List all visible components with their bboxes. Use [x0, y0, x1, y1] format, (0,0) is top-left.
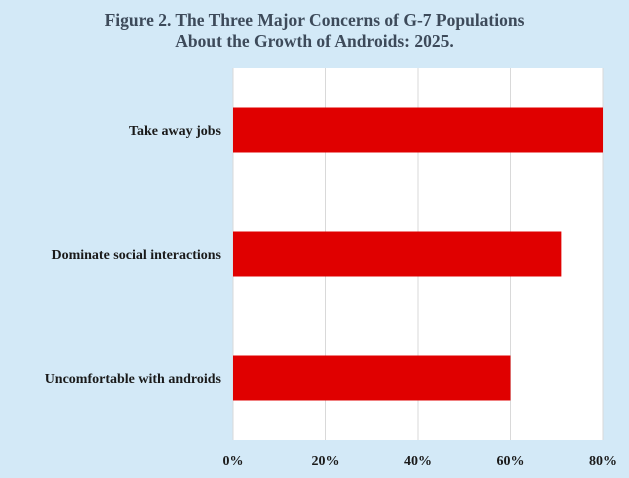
chart-title-line-1: Figure 2. The Three Major Concerns of G-… — [104, 10, 525, 30]
bar-2 — [233, 355, 511, 401]
chart-title-line-2: About the Growth of Androids: 2025. — [175, 31, 454, 51]
category-label-2: Uncomfortable with androids — [45, 372, 222, 387]
x-tick-label-1: 20% — [312, 454, 340, 469]
bar-0 — [233, 107, 603, 153]
category-label-0: Take away jobs — [129, 124, 222, 139]
chart-title: Figure 2. The Three Major Concerns of G-… — [0, 10, 629, 52]
x-tick-label-2: 40% — [404, 454, 432, 469]
category-label-1: Dominate social interactions — [51, 248, 221, 263]
x-tick-label-0: 0% — [223, 454, 244, 469]
bar-1 — [233, 231, 562, 277]
x-tick-label-3: 60% — [497, 454, 525, 469]
x-tick-label-4: 80% — [589, 454, 617, 469]
